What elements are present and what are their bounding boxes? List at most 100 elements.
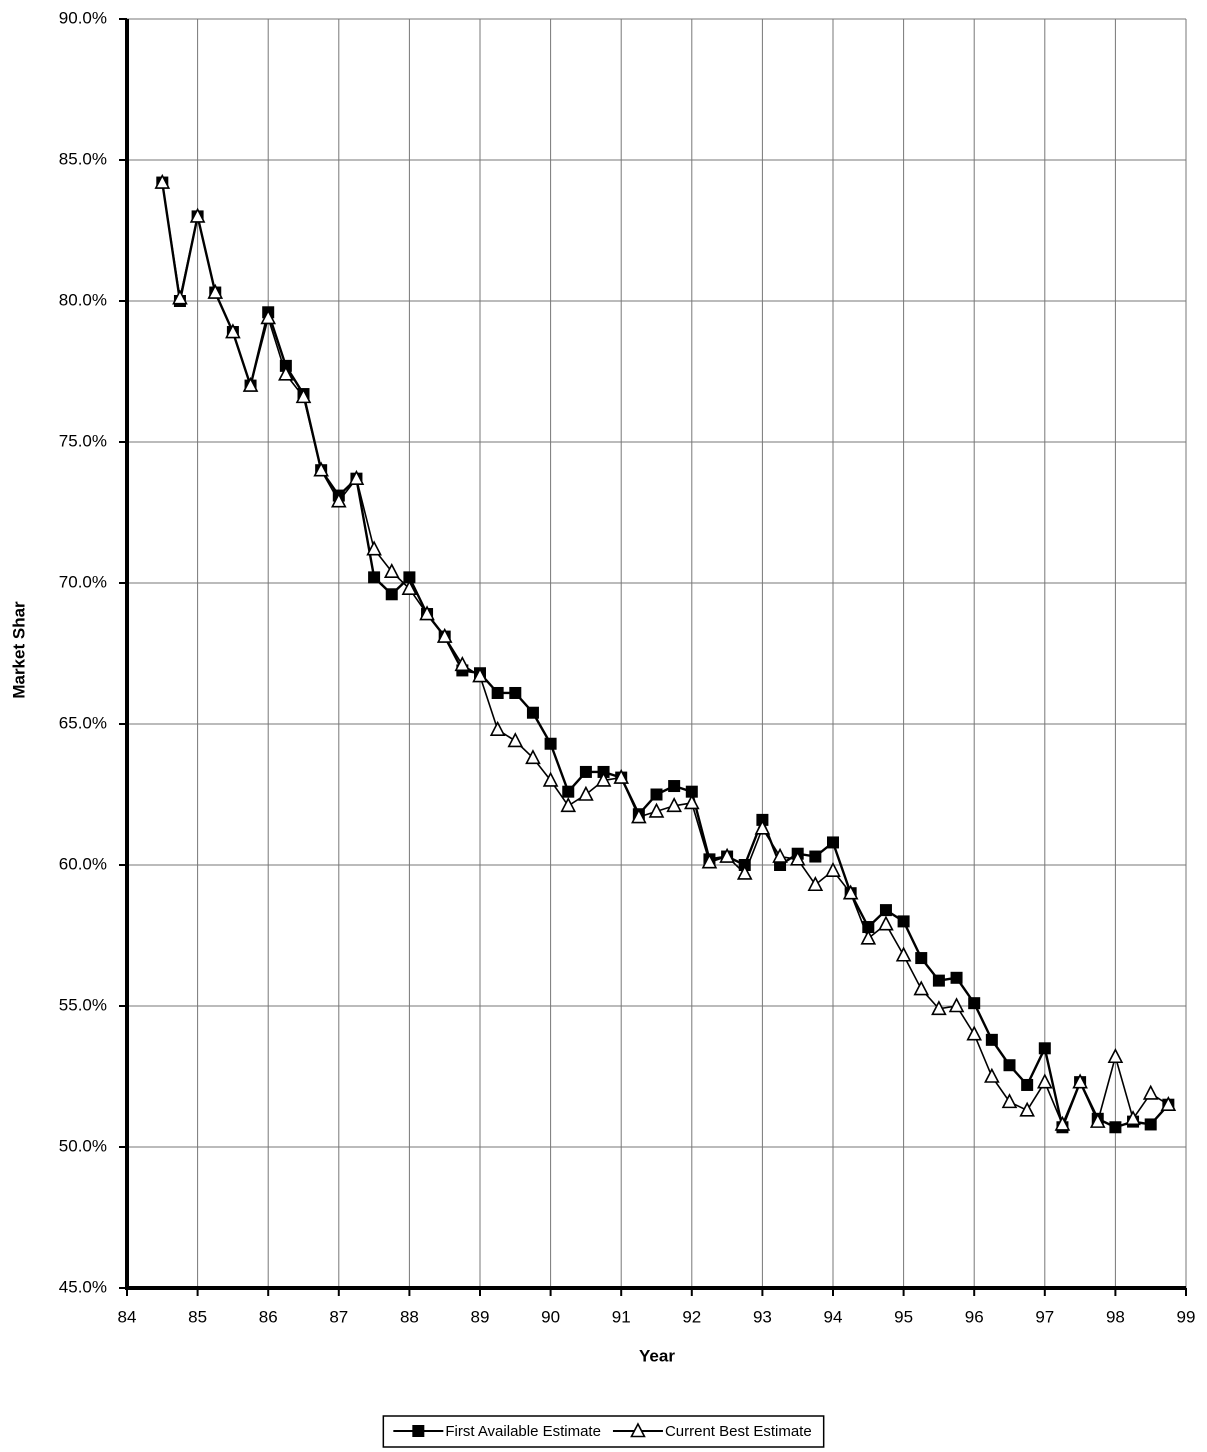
point [419, 605, 435, 621]
point [1001, 1093, 1018, 1109]
point [915, 952, 928, 965]
y-tick-label: 80.0% [59, 290, 107, 309]
point [1021, 1078, 1034, 1091]
point [401, 579, 418, 595]
point [772, 847, 788, 863]
point [189, 207, 206, 223]
point [862, 921, 875, 934]
point [368, 571, 381, 584]
point [454, 656, 471, 672]
point [827, 836, 839, 849]
point [736, 864, 753, 880]
point [436, 627, 453, 643]
point [472, 667, 488, 683]
point [668, 780, 681, 793]
point [1038, 1042, 1051, 1055]
point [1160, 1095, 1177, 1111]
x-tick-label: 89 [471, 1307, 490, 1326]
point [985, 1033, 998, 1046]
point [701, 853, 718, 869]
point [1036, 1073, 1053, 1089]
series-line [161, 182, 1170, 1132]
point [879, 904, 892, 917]
legend-marker [412, 1425, 425, 1437]
x-tick-label: 93 [753, 1307, 772, 1326]
point [278, 365, 294, 381]
point [1054, 1115, 1071, 1131]
point [1144, 1118, 1157, 1131]
point [666, 797, 682, 813]
legend-label: First Available Estimate [445, 1423, 601, 1440]
point [968, 997, 981, 1010]
point [172, 289, 188, 305]
x-tick-label: 86 [259, 1307, 278, 1326]
y-tick-label: 75.0% [59, 431, 107, 450]
point [489, 720, 506, 736]
point [719, 847, 735, 863]
point [683, 794, 700, 810]
point [507, 732, 524, 748]
point [154, 173, 171, 189]
point [491, 686, 504, 699]
point [526, 706, 539, 719]
point [685, 785, 698, 798]
point [242, 376, 259, 392]
point [1109, 1121, 1122, 1134]
point [860, 929, 877, 945]
legend-label: Current Best Estimate [665, 1423, 812, 1440]
point [878, 915, 894, 931]
point [1003, 1059, 1016, 1072]
x-tick-label: 90 [541, 1307, 560, 1326]
point [403, 571, 416, 584]
point [913, 980, 930, 996]
point [542, 771, 559, 787]
x-tick-label: 97 [1035, 1307, 1054, 1326]
point [383, 562, 400, 579]
point [330, 492, 347, 508]
point [897, 915, 910, 928]
point [754, 819, 771, 835]
point [595, 771, 612, 787]
legend-box [382, 1415, 825, 1448]
x-tick-label: 84 [118, 1307, 137, 1326]
x-tick-label: 94 [824, 1307, 843, 1326]
point [1072, 1073, 1088, 1089]
point [631, 808, 647, 824]
point [207, 283, 224, 299]
x-tick-label: 87 [329, 1307, 348, 1326]
point [295, 388, 312, 404]
point [578, 785, 594, 801]
point [544, 737, 557, 750]
point [385, 588, 398, 601]
y-tick-label: 60.0% [59, 854, 107, 873]
x-tick-label: 85 [188, 1307, 207, 1326]
point [366, 540, 382, 556]
point [560, 797, 577, 813]
x-tick-label: 99 [1177, 1307, 1196, 1326]
point [579, 765, 592, 778]
x-axis-label: Year [639, 1346, 675, 1365]
point [525, 749, 541, 765]
y-tick-label: 65.0% [59, 713, 107, 732]
legend-marker [630, 1422, 646, 1438]
point [1125, 1110, 1141, 1126]
point [1142, 1084, 1159, 1100]
y-tick-label: 70.0% [59, 572, 107, 591]
y-axis-label: Market Shar [9, 601, 28, 699]
y-tick-label: 90.0% [59, 8, 107, 27]
point [260, 309, 277, 325]
legend: First Available Estimate Current Best Est… [382, 1415, 825, 1448]
point [313, 461, 329, 477]
point [613, 768, 630, 784]
point [950, 971, 963, 984]
point [648, 802, 665, 818]
point [807, 876, 824, 892]
point [825, 861, 841, 877]
y-tick-label: 55.0% [59, 995, 107, 1014]
point [842, 884, 859, 900]
x-tick-label: 95 [894, 1307, 913, 1326]
point [562, 785, 575, 798]
point [509, 686, 522, 699]
y-tick-label: 45.0% [59, 1277, 107, 1296]
